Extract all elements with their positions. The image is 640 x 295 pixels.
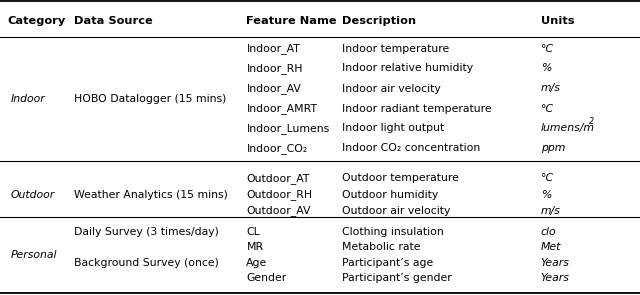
Text: Metabolic rate: Metabolic rate [342,242,421,252]
Text: MR: MR [246,242,264,252]
Text: Years: Years [541,273,570,283]
Text: Age: Age [246,258,268,268]
Text: Indoor_AT: Indoor_AT [246,43,300,54]
Text: 2: 2 [589,117,594,126]
Text: Years: Years [541,258,570,268]
Text: Gender: Gender [246,273,287,283]
Text: Indoor light output: Indoor light output [342,123,445,133]
Text: Clothing insulation: Clothing insulation [342,227,444,237]
Text: °C: °C [541,104,554,114]
Text: Data Source: Data Source [74,16,152,26]
Text: Units: Units [541,16,574,26]
Text: Participant’s gender: Participant’s gender [342,273,452,283]
Text: Daily Survey (3 times/day): Daily Survey (3 times/day) [74,227,218,237]
Text: Personal: Personal [11,250,58,260]
Text: Outdoor_AT: Outdoor_AT [246,173,310,184]
Text: Indoor_Lumens: Indoor_Lumens [246,123,330,134]
Text: Indoor temperature: Indoor temperature [342,44,450,54]
Text: Indoor_AV: Indoor_AV [246,83,301,94]
Text: %: % [541,190,551,200]
Text: °C: °C [541,173,554,183]
Text: HOBO Datalogger (15 mins): HOBO Datalogger (15 mins) [74,94,226,104]
Text: Indoor_AMRT: Indoor_AMRT [246,103,317,114]
Text: Indoor radiant temperature: Indoor radiant temperature [342,104,492,114]
Text: Weather Analytics (15 mins): Weather Analytics (15 mins) [74,190,227,200]
Text: Indoor CO₂ concentration: Indoor CO₂ concentration [342,143,481,153]
Text: ppm: ppm [541,143,565,153]
Text: Description: Description [342,16,417,26]
Text: Outdoor_AV: Outdoor_AV [246,206,311,216]
Text: Outdoor air velocity: Outdoor air velocity [342,206,451,216]
Text: Background Survey (once): Background Survey (once) [74,258,218,268]
Text: Outdoor: Outdoor [11,190,55,200]
Text: Outdoor_RH: Outdoor_RH [246,189,312,200]
Text: Feature Name: Feature Name [246,16,337,26]
Text: lumens/m: lumens/m [541,123,595,133]
Text: Indoor_RH: Indoor_RH [246,63,303,74]
Text: Indoor relative humidity: Indoor relative humidity [342,63,474,73]
Text: clo: clo [541,227,556,237]
Text: Participant’s age: Participant’s age [342,258,434,268]
Text: Indoor_CO₂: Indoor_CO₂ [246,143,308,154]
Text: °C: °C [541,44,554,54]
Text: m/s: m/s [541,206,561,216]
Text: Category: Category [8,16,66,26]
Text: Outdoor humidity: Outdoor humidity [342,190,438,200]
Text: Outdoor temperature: Outdoor temperature [342,173,460,183]
Text: Indoor: Indoor [11,94,45,104]
Text: Met: Met [541,242,561,252]
Text: %: % [541,63,551,73]
Text: CL: CL [246,227,260,237]
Text: m/s: m/s [541,83,561,94]
Text: Indoor air velocity: Indoor air velocity [342,83,441,94]
